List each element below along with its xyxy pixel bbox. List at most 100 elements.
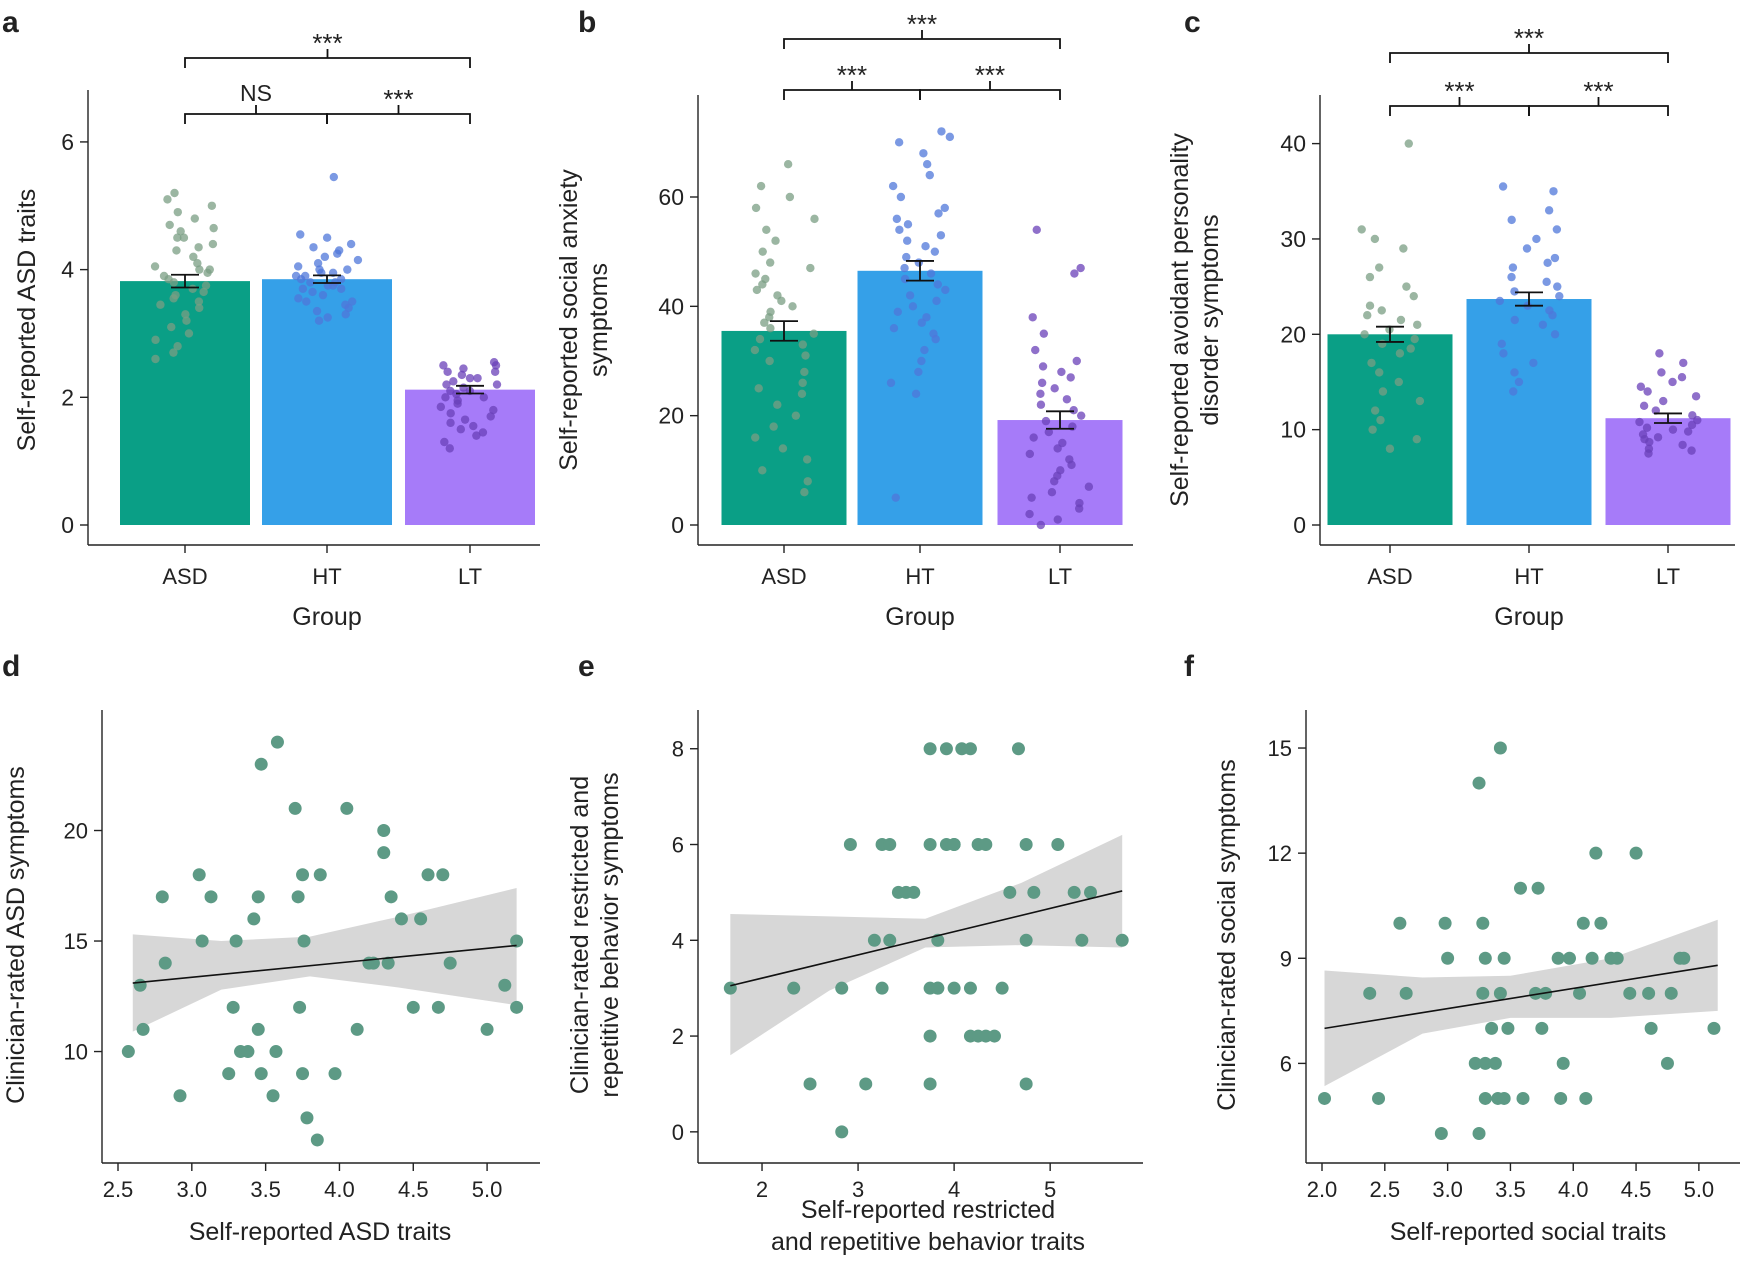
data-point xyxy=(787,981,801,995)
data-point-lt xyxy=(1645,437,1654,447)
data-point-ht xyxy=(888,181,898,191)
data-point xyxy=(1562,951,1576,965)
data-point-asd xyxy=(798,340,808,349)
data-point-lt xyxy=(453,399,462,408)
data-point-ht xyxy=(1508,263,1518,272)
data-point-lt xyxy=(1679,358,1688,368)
data-point-lt xyxy=(440,437,449,447)
data-point-ht xyxy=(908,302,918,311)
confidence-band xyxy=(730,834,1123,1056)
panel-e-ylabel-line-2: repetitive behavior symptoms xyxy=(596,772,624,1097)
data-point-ht xyxy=(346,239,356,249)
data-point-asd xyxy=(1363,311,1372,320)
panel-f-ylabel: Clinician-rated social symptoms xyxy=(1213,759,1241,1111)
data-point-ht xyxy=(922,313,931,322)
data-point-asd xyxy=(208,239,218,249)
panel-f-label: f xyxy=(1184,650,1195,683)
data-point-lt xyxy=(1642,423,1652,432)
data-point-asd xyxy=(209,223,218,233)
data-point-asd xyxy=(765,258,775,267)
panel-c-ytick-label: 40 xyxy=(1280,131,1306,157)
data-point-lt xyxy=(479,393,489,402)
data-point xyxy=(1493,986,1507,1000)
data-point xyxy=(1084,885,1098,899)
data-point-asd xyxy=(188,284,197,293)
panel-b-ylabel: Self-reported social anxietysymptoms xyxy=(555,169,613,471)
data-point-lt xyxy=(446,409,455,418)
data-point xyxy=(384,890,398,904)
data-point xyxy=(421,868,435,882)
data-point xyxy=(1554,1091,1568,1105)
data-point xyxy=(204,890,218,904)
data-point xyxy=(1497,951,1511,965)
panel-f-ytick-label: 9 xyxy=(1280,946,1292,971)
data-point-asd xyxy=(1404,139,1413,148)
data-point-lt xyxy=(1668,377,1677,387)
data-point xyxy=(414,912,428,926)
data-point-ht xyxy=(333,249,342,258)
data-point xyxy=(251,1022,265,1036)
data-point xyxy=(328,1067,342,1081)
data-point-asd xyxy=(765,313,774,322)
data-point xyxy=(431,1000,445,1014)
significance-label: NS xyxy=(240,80,272,106)
data-point-lt xyxy=(457,370,467,380)
data-point-lt xyxy=(441,393,450,402)
data-point-asd xyxy=(1396,315,1406,325)
data-point xyxy=(907,885,921,899)
data-point-asd xyxy=(755,334,765,344)
panel-b-ytick-label: 60 xyxy=(658,184,684,210)
panel-b-xtick-label: LT xyxy=(1048,564,1072,589)
panel-f-xtick-label: 4.0 xyxy=(1558,1177,1589,1202)
panel-a-xtick-label: HT xyxy=(312,564,341,589)
data-point-asd xyxy=(803,477,812,486)
data-point-ht xyxy=(937,127,946,136)
data-point-asd xyxy=(189,252,198,262)
data-point-ht xyxy=(323,313,332,322)
panel-b-ylabel-line-2: symptoms xyxy=(585,263,613,377)
data-point-ht xyxy=(296,230,305,239)
data-point xyxy=(963,981,977,995)
data-point xyxy=(247,912,261,926)
data-point-asd xyxy=(1402,282,1411,291)
data-point-ht xyxy=(308,287,317,297)
data-point-lt xyxy=(1653,433,1663,442)
data-point xyxy=(923,838,937,852)
data-point-asd xyxy=(195,303,204,313)
data-point-lt xyxy=(1029,433,1038,442)
data-point xyxy=(1589,846,1603,860)
data-point-lt xyxy=(1053,444,1062,453)
data-point xyxy=(979,838,993,852)
data-point xyxy=(340,801,354,815)
panel-c-label: c xyxy=(1184,6,1201,39)
data-point xyxy=(1019,1077,1033,1091)
significance-bracket xyxy=(326,105,471,124)
data-point-ht xyxy=(296,274,306,284)
panel-f-xtick-label: 2.5 xyxy=(1370,1177,1401,1202)
panel-a-ytick-label: 2 xyxy=(61,384,74,410)
data-point-ht xyxy=(930,247,940,256)
data-point xyxy=(1579,1091,1593,1105)
regression-line xyxy=(1324,964,1718,1030)
data-point-ht xyxy=(917,356,926,366)
data-point-lt xyxy=(1683,427,1693,436)
data-point-asd xyxy=(1385,444,1395,453)
data-point-asd xyxy=(1367,358,1376,368)
bar-asd xyxy=(1327,334,1453,525)
data-point-ht xyxy=(302,297,311,306)
data-point-asd xyxy=(751,433,760,442)
data-point xyxy=(1485,1021,1499,1035)
data-point xyxy=(1011,742,1025,756)
panel-e-xtick-label: 2 xyxy=(756,1177,768,1202)
data-point-lt xyxy=(443,367,452,376)
panel-b: b 0 20 40 60 ASD HT LT *** *** *** Group Self-rep… xyxy=(555,6,1133,631)
data-point-lt xyxy=(1036,520,1046,530)
data-point xyxy=(995,981,1009,995)
data-point xyxy=(1441,951,1455,965)
panel-e-xlabel-line-2: and repetitive behavior traits xyxy=(771,1228,1085,1256)
data-point-asd xyxy=(1365,301,1375,310)
data-point-ht xyxy=(932,296,941,306)
data-point-ht xyxy=(922,160,932,169)
data-point-asd xyxy=(751,203,761,213)
